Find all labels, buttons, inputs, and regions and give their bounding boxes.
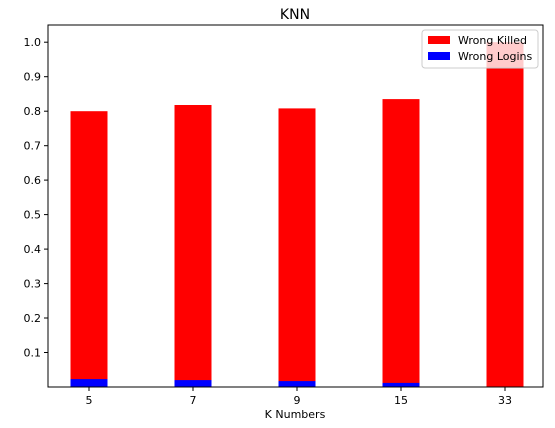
bar-wrong-logins-9 (278, 381, 316, 387)
legend-swatch-wrong-logins (428, 52, 450, 60)
bars-group (70, 42, 524, 388)
y-tick-label: 1.0 (24, 36, 42, 49)
legend-label-wrong-logins: Wrong Logins (458, 50, 533, 63)
x-tick-label: 5 (86, 394, 93, 407)
x-tick-label: 15 (394, 394, 408, 407)
y-tick-label: 0.5 (24, 209, 42, 222)
y-tick-label: 0.7 (24, 140, 42, 153)
y-tick-label: 0.6 (24, 174, 42, 187)
bar-wrong-logins-5 (70, 379, 108, 387)
chart-title: KNN (280, 7, 310, 23)
y-tick-label: 0.1 (24, 347, 42, 360)
legend: Wrong Killed Wrong Logins (421, 29, 539, 69)
y-tick-label: 0.8 (24, 105, 42, 118)
y-tick-label: 0.3 (24, 278, 42, 291)
x-tick-label: 7 (190, 394, 197, 407)
x-tick-label: 33 (498, 394, 512, 407)
bar-wrong-killed-15 (382, 99, 420, 387)
y-tick-label: 0.9 (24, 71, 42, 84)
bar-wrong-killed-5 (70, 111, 108, 387)
legend-swatch-wrong-killed (428, 36, 450, 44)
y-tick-label: 0.4 (24, 243, 42, 256)
bar-wrong-logins-15 (382, 382, 420, 387)
bar-wrong-logins-7 (174, 380, 212, 387)
legend-label-wrong-killed: Wrong Killed (458, 34, 527, 47)
plot-frame (47, 24, 544, 388)
x-axis-ticks: 5 7 9 15 33 (86, 387, 512, 407)
x-tick-label: 9 (294, 394, 301, 407)
bar-wrong-killed-33 (486, 42, 524, 387)
y-axis-ticks: 0.1 0.2 0.3 0.4 0.5 0.6 0.7 0.8 0.9 1.0 (24, 36, 48, 360)
y-tick-label: 0.2 (24, 312, 42, 325)
legend-box (421, 29, 539, 69)
bar-wrong-killed-9 (278, 108, 316, 388)
bar-wrong-killed-7 (174, 105, 212, 387)
x-axis-label: K Numbers (265, 408, 326, 421)
